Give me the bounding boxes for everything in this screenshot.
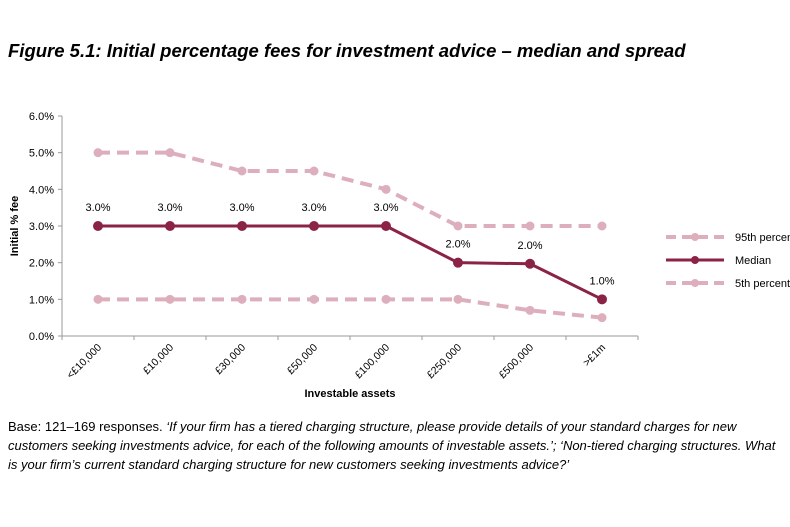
y-tick-label: 1.0% (29, 294, 54, 306)
data-label-median: 3.0% (157, 202, 182, 214)
x-tick-label: >£1m (581, 341, 608, 368)
x-tick-label: <£10,000 (64, 342, 104, 382)
y-axis-title: Initial % fee (9, 196, 21, 257)
legend-swatch-marker (691, 233, 699, 241)
legend-item-95th-percentile: 95th percentile (666, 232, 790, 244)
data-label-median: 3.0% (373, 202, 398, 214)
data-point-5th-percentile (453, 294, 463, 304)
data-label-median: 1.0% (589, 275, 614, 287)
series-95th-percentile (93, 148, 607, 231)
series-line-95th-percentile (98, 150, 602, 228)
legend-item-median: Median (666, 255, 771, 267)
series-median: 3.0% 3.0% 3.0% 3.0% 3.0% 2.0% 2.0% 1.0% (85, 202, 615, 305)
x-tick-label: £50,000 (285, 342, 320, 377)
figure-title: Figure 5.1: Initial percentage fees for … (8, 40, 686, 61)
x-tick-label: £30,000 (213, 342, 248, 377)
line-chart: 0.0% 1.0% 2.0% 3.0% 4.0% 5.0% 6.0% <£10,000 £10,… (9, 111, 790, 400)
y-tick-label: 6.0% (29, 111, 54, 123)
data-point-5th-percentile (381, 294, 391, 304)
y-tick-label: 4.0% (29, 184, 54, 196)
data-point-95th-percentile (165, 148, 175, 158)
footnote-question: ‘If your firm has a tiered charging stru… (8, 419, 776, 472)
legend-swatch-marker (691, 279, 699, 287)
y-tick-label: 5.0% (29, 148, 54, 160)
data-point-5th-percentile (237, 294, 247, 304)
data-point-95th-percentile (597, 221, 607, 231)
legend-label: Median (735, 255, 771, 267)
y-tick-label: 0.0% (29, 331, 54, 343)
series-line-median (98, 224, 603, 301)
chart-series: 3.0% 3.0% 3.0% 3.0% 3.0% 2.0% 2.0% 1.0% (85, 148, 615, 323)
data-label-median: 2.0% (445, 239, 470, 251)
data-point-95th-percentile (309, 166, 319, 176)
data-label-median: 3.0% (85, 202, 110, 214)
x-axis-title: Investable assets (304, 388, 395, 400)
x-tick-label: £100,000 (353, 342, 393, 382)
legend-item-5th-percentile: 5th percentile (666, 278, 790, 290)
chart-legend: 95th percentile Median 5th percentile (666, 232, 790, 290)
data-point-95th-percentile (93, 148, 103, 158)
data-point-median (309, 221, 319, 231)
footnote-base: Base: 121–169 responses. (8, 419, 167, 434)
data-point-95th-percentile (381, 184, 391, 194)
x-tick-label: £250,000 (425, 342, 465, 382)
data-point-95th-percentile (453, 221, 463, 231)
data-point-5th-percentile (165, 294, 175, 304)
series-line-5th-percentile (98, 297, 603, 320)
data-point-median (453, 257, 463, 268)
data-point-95th-percentile (525, 221, 535, 231)
y-tick-label: 3.0% (29, 221, 54, 233)
data-point-5th-percentile (525, 305, 535, 315)
data-point-median (93, 221, 103, 231)
data-point-5th-percentile (597, 313, 607, 323)
x-tick-label: £10,000 (141, 342, 176, 377)
data-label-median: 3.0% (229, 202, 254, 214)
legend-label: 95th percentile (735, 232, 790, 244)
data-label-median: 2.0% (517, 240, 542, 252)
y-tick-label: 2.0% (29, 258, 54, 270)
figure-footnote: Base: 121–169 responses. ‘If your firm h… (8, 417, 783, 474)
data-point-median (525, 258, 535, 269)
legend-label: 5th percentile (735, 278, 790, 290)
series-5th-percentile (93, 294, 607, 323)
data-point-median (597, 294, 607, 305)
data-label-median: 3.0% (301, 202, 326, 214)
data-point-median (237, 221, 247, 231)
data-point-median (381, 221, 391, 231)
data-point-5th-percentile (309, 294, 319, 304)
data-point-95th-percentile (237, 166, 247, 176)
data-point-5th-percentile (93, 294, 103, 304)
x-tick-label: £500,000 (497, 342, 537, 382)
data-point-median (165, 221, 175, 231)
legend-swatch-marker (691, 256, 699, 264)
